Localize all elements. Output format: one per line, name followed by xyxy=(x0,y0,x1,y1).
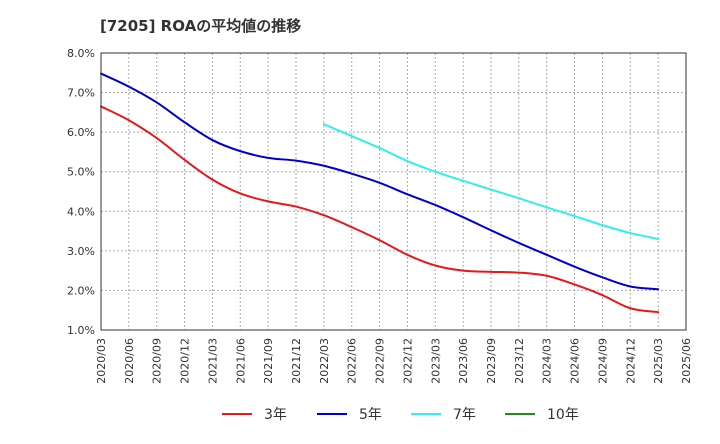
x-tick-label: 2025/03 xyxy=(652,338,665,384)
x-tick-label: 2021/09 xyxy=(262,338,275,384)
x-tick-label: 2021/06 xyxy=(234,338,247,384)
x-tick-label: 2024/09 xyxy=(596,338,609,384)
x-tick-label: 2020/06 xyxy=(123,338,136,384)
y-tick-label: 8.0% xyxy=(67,47,95,60)
plot-frame xyxy=(100,52,687,331)
x-tick-label: 2022/09 xyxy=(374,338,387,384)
legend: 3年 5年 7年 10年 xyxy=(222,407,579,423)
x-tick-label: 2024/03 xyxy=(541,338,554,384)
y-tick-label: 3.0% xyxy=(67,245,95,258)
x-tick-label: 2024/06 xyxy=(569,338,582,384)
x-axis-ticks: 2020/03 2020/06 2020/09 2020/12 2021/03 2021/… xyxy=(95,338,693,384)
y-tick-label: 1.0% xyxy=(67,324,95,337)
y-axis-ticks: 1.0% 2.0% 3.0% 4.0% 5.0% 6.0% 7.0% 8.0% xyxy=(67,47,95,337)
x-tick-label: 2022/06 xyxy=(346,338,359,384)
x-tick-label: 2020/12 xyxy=(179,338,192,384)
series-line-3年 xyxy=(100,105,660,314)
x-tick-label: 2023/09 xyxy=(485,338,498,384)
y-tick-label: 2.0% xyxy=(67,284,95,297)
x-tick-label: 2023/12 xyxy=(513,338,526,384)
legend-label: 3年 xyxy=(264,407,287,423)
series-line-5年 xyxy=(100,72,660,291)
series-lines xyxy=(100,72,660,314)
chart-title: [7205] ROAの平均値の推移 xyxy=(100,17,301,35)
y-tick-label: 7.0% xyxy=(67,87,95,100)
x-tick-label: 2023/03 xyxy=(429,338,442,384)
y-tick-label: 6.0% xyxy=(67,126,95,139)
legend-label: 10年 xyxy=(547,407,579,423)
legend-label: 7年 xyxy=(453,407,476,423)
x-tick-label: 2021/12 xyxy=(290,338,303,384)
x-tick-label: 2020/09 xyxy=(151,338,164,384)
x-tick-label: 2021/03 xyxy=(206,338,219,384)
x-tick-label: 2024/12 xyxy=(624,338,637,384)
plot-border xyxy=(100,52,687,331)
legend-label: 5年 xyxy=(359,407,382,423)
y-tick-label: 4.0% xyxy=(67,205,95,218)
y-tick-label: 5.0% xyxy=(67,166,95,179)
grid-lines xyxy=(101,53,686,330)
x-tick-label: 2025/06 xyxy=(680,338,693,384)
series-line-7年 xyxy=(322,123,660,240)
x-tick-label: 2020/03 xyxy=(95,338,108,384)
x-tick-label: 2022/03 xyxy=(318,338,331,384)
x-tick-label: 2022/12 xyxy=(401,338,414,384)
x-tick-label: 2023/06 xyxy=(457,338,470,384)
